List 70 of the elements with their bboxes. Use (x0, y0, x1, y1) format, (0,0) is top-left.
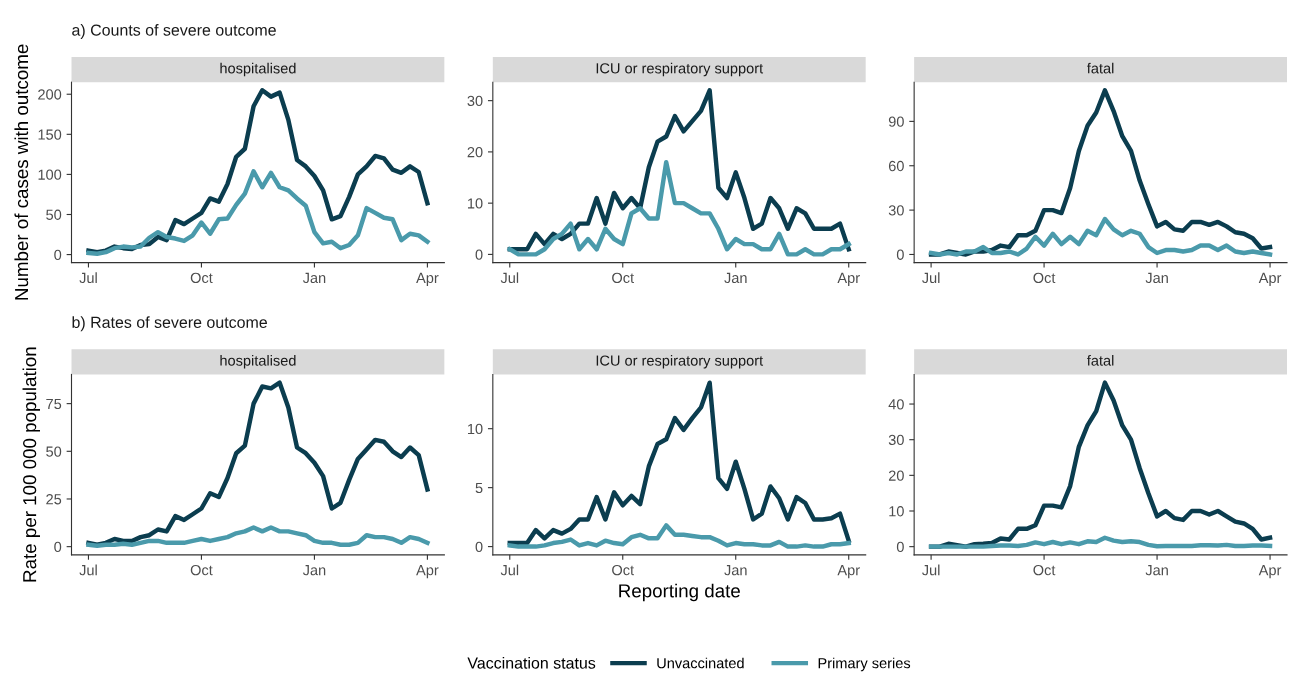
x-tick-label: Jan (302, 565, 326, 576)
x-tick-label: Jan (1145, 565, 1168, 576)
y-tick-label: 75 (46, 398, 62, 410)
chart-title: hospitalised (220, 355, 296, 369)
line-series (86, 525, 430, 548)
y-tick-label: 20 (467, 147, 483, 158)
y-tick-label: 10 (467, 423, 483, 435)
y-tick-label: 0 (475, 541, 483, 553)
x-tick-label: Jul (500, 272, 519, 284)
x-tick-label: Oct (612, 272, 634, 284)
x-tick-label: Apr (1258, 565, 1282, 579)
x-tick-label: Apr (837, 565, 860, 579)
y-tick-label: 5 (475, 482, 483, 494)
y-tick-label: 150 (38, 129, 62, 140)
y-tick-label: 100 (38, 169, 62, 180)
chart-title: ICU or respiratory support (596, 355, 764, 369)
y-axis-title: Rate per 100 000 population (22, 347, 40, 582)
x-tick-label: Jan (724, 272, 747, 284)
x-tick-label: Oct (1033, 564, 1056, 576)
x-tick-label: Jul (79, 272, 97, 284)
x-tick-label: Jul (922, 564, 940, 576)
x-tick-label: Jul (79, 564, 97, 576)
x-tick-label: Apr (1258, 272, 1282, 286)
x-tick-label: Jul (922, 272, 940, 284)
y-tick-label: 0 (475, 249, 483, 260)
y-tick-label: 90 (888, 116, 904, 127)
x-tick-label: Jul (500, 564, 519, 576)
chart-title: fatal (1087, 62, 1114, 74)
y-tick-label: 40 (888, 399, 904, 410)
chart-title: hospitalised (220, 62, 296, 77)
text: b) Rates of severe outcome (72, 316, 267, 332)
x-tick-label: Oct (612, 564, 634, 576)
x-tick-label: Oct (190, 272, 213, 284)
y-tick-label: 30 (467, 95, 483, 107)
chart-title: ICU or respiratory support (596, 62, 764, 77)
line-series (507, 159, 851, 257)
y-tick-label: 30 (888, 205, 904, 216)
y-axis-title: Number of cases with outcome (14, 44, 29, 300)
x-tick-label: Apr (837, 272, 860, 286)
x-tick-label: Jan (1145, 272, 1168, 284)
line-series (507, 380, 851, 546)
x-axis-title: Reporting date (619, 583, 740, 602)
y-tick-label: 50 (46, 209, 62, 220)
x-tick-label: Apr (416, 272, 439, 286)
legend-label: Primary series (818, 657, 911, 672)
y-tick-label: 30 (888, 434, 904, 446)
line-series (86, 168, 430, 256)
legend-title: Vaccination status (467, 656, 596, 669)
line-series (928, 535, 1273, 549)
x-tick-label: Jan (724, 565, 747, 576)
y-tick-label: 60 (888, 160, 904, 172)
line-series (507, 523, 851, 549)
y-tick-label: 200 (38, 89, 62, 100)
chart-title: fatal (1087, 355, 1114, 366)
text: a) Counts of severe outcome (72, 24, 276, 39)
y-tick-label: 20 (888, 470, 904, 481)
y-tick-label: 0 (54, 541, 62, 553)
y-tick-label: 10 (467, 198, 483, 209)
x-tick-label: Oct (190, 564, 213, 576)
x-tick-label: Oct (1033, 272, 1056, 284)
x-tick-label: Apr (416, 565, 439, 579)
y-tick-label: 0 (896, 249, 904, 260)
y-tick-label: 10 (889, 506, 904, 517)
y-tick-label: 0 (54, 249, 62, 261)
x-tick-label: Jan (302, 272, 326, 284)
y-tick-label: 0 (896, 541, 904, 553)
y-tick-label: 50 (46, 446, 62, 457)
legend-label: Unvaccinated (657, 657, 744, 669)
y-tick-label: 25 (46, 494, 62, 505)
line-series (928, 216, 1273, 257)
